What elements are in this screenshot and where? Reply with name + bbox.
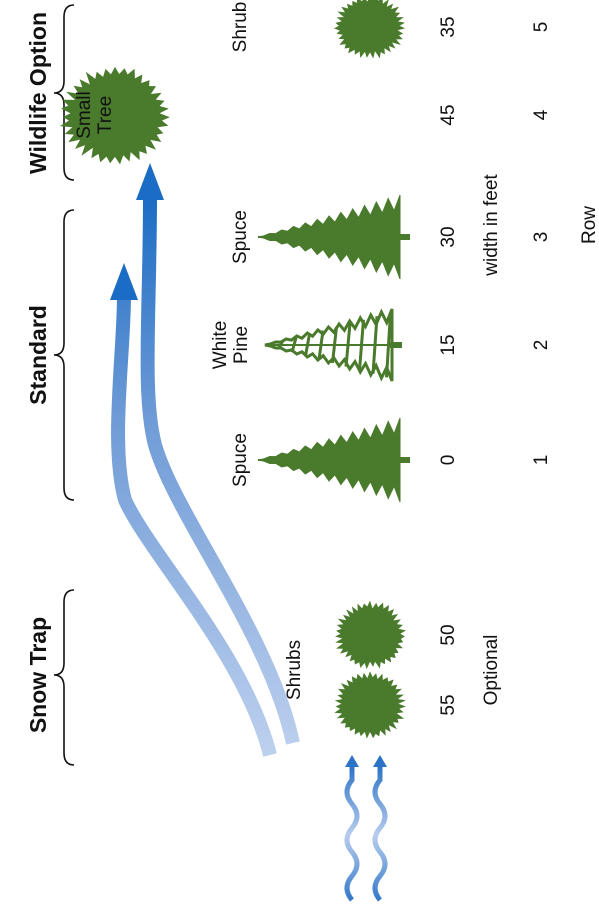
row-number: 2	[531, 340, 552, 351]
width-value: 35	[438, 16, 459, 37]
diagram: Snow TrapStandardWildlife OptionShrubs55…	[0, 0, 599, 915]
arrowhead	[136, 163, 164, 200]
wind-wave	[347, 765, 357, 900]
width-value: 0	[438, 455, 459, 466]
tree-label: Small	[74, 91, 95, 139]
tree-label: Spuce	[230, 210, 251, 264]
tree-label: Shrub	[230, 2, 251, 53]
tree	[334, 0, 405, 59]
row-number: 5	[531, 22, 552, 33]
width-value: 55	[438, 694, 459, 715]
width-value: 45	[438, 104, 459, 125]
section-title: Snow Trap	[25, 617, 51, 733]
brace	[54, 5, 74, 180]
tree-label: Pine	[231, 326, 252, 364]
tree	[334, 671, 406, 738]
row-number: 3	[531, 232, 552, 243]
row-caption: Row	[579, 206, 599, 244]
wave-arrowhead	[373, 755, 387, 767]
tree-label: White	[210, 321, 231, 370]
tree-label: Tree	[95, 96, 116, 134]
brace	[54, 590, 74, 765]
width-caption: width in feet	[481, 174, 502, 277]
section-title: Wildlife Option	[25, 12, 51, 174]
row-number: 4	[531, 109, 552, 120]
section-title: Standard	[25, 305, 51, 405]
tree-label: Spuce	[230, 433, 251, 487]
wave-arrowhead	[345, 755, 359, 767]
width-value: 50	[438, 624, 459, 645]
row-number: 1	[531, 455, 552, 466]
width-value: 30	[438, 226, 459, 247]
wind-arrow	[148, 195, 293, 743]
wind-wave	[375, 765, 385, 900]
brace	[54, 210, 74, 500]
optional-label: Optional	[481, 635, 502, 706]
tree	[335, 601, 406, 670]
shrubs-label: Shrubs	[284, 640, 305, 700]
width-value: 15	[438, 334, 459, 355]
arrowhead	[110, 263, 138, 300]
